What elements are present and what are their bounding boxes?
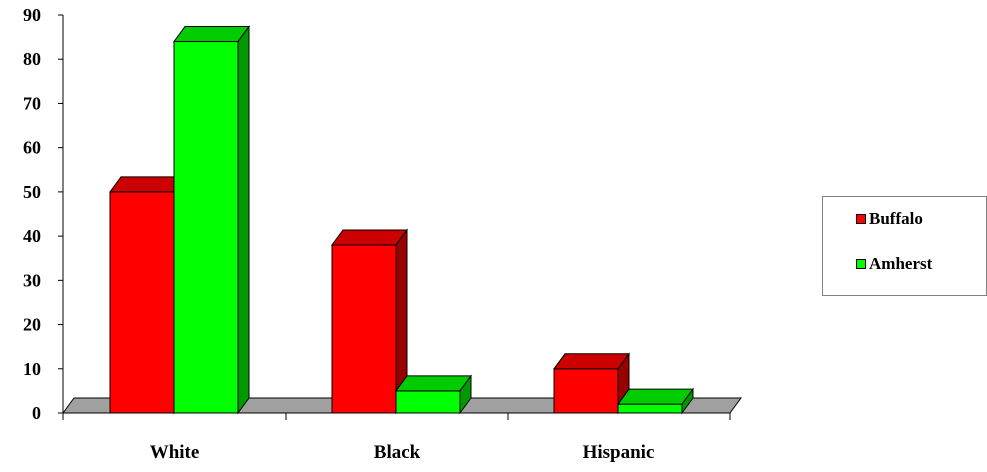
legend-swatch-amherst xyxy=(856,259,866,269)
x-tick-label-white: White xyxy=(150,442,200,463)
x-tick-label-hispanic: Hispanic xyxy=(583,442,655,463)
bar-front xyxy=(553,368,619,414)
legend-item-amherst: Amherst xyxy=(856,254,932,274)
y-tick-label: 10 xyxy=(23,359,41,379)
bar-top xyxy=(617,388,694,405)
y-tick-label: 40 xyxy=(23,226,41,246)
chart-bars-layer xyxy=(109,25,694,415)
bar-side xyxy=(237,25,250,415)
legend-label-buffalo: Buffalo xyxy=(869,209,923,228)
bar-buffalo-hispanic xyxy=(553,352,630,415)
bar-side xyxy=(459,374,472,415)
y-tick-label: 80 xyxy=(23,49,41,69)
y-tick-label: 60 xyxy=(23,138,41,158)
y-tick-label: 70 xyxy=(23,93,41,113)
y-tick-label: 20 xyxy=(23,315,41,335)
bar-front xyxy=(109,191,175,414)
bar-top xyxy=(331,229,408,246)
chart-labels-layer: 0 10 20 30 40 50 60 70 80 90 White Black Hispanic xyxy=(23,5,654,463)
legend-item-buffalo: Buffalo xyxy=(856,209,923,229)
bar-top xyxy=(395,375,472,392)
bar-amherst-hispanic xyxy=(617,387,694,415)
y-tick-label: 30 xyxy=(23,270,41,290)
legend: Buffalo Amherst xyxy=(822,196,987,296)
bar-top xyxy=(173,26,250,43)
y-tick-label: 0 xyxy=(32,403,41,423)
bar-top xyxy=(553,353,630,370)
y-tick-label: 50 xyxy=(23,182,41,202)
bar-front xyxy=(331,244,397,414)
x-tick-label-black: Black xyxy=(374,442,421,463)
bar-amherst-white xyxy=(173,25,250,415)
bar-front xyxy=(173,41,239,414)
legend-label-amherst: Amherst xyxy=(869,254,933,273)
y-tick-label: 90 xyxy=(23,5,41,25)
bar-front xyxy=(617,403,683,414)
bar-buffalo-black xyxy=(331,228,408,415)
bar-front xyxy=(395,390,461,414)
legend-swatch-buffalo xyxy=(856,214,866,224)
bar-amherst-black xyxy=(395,374,472,415)
bar-side xyxy=(681,387,694,415)
